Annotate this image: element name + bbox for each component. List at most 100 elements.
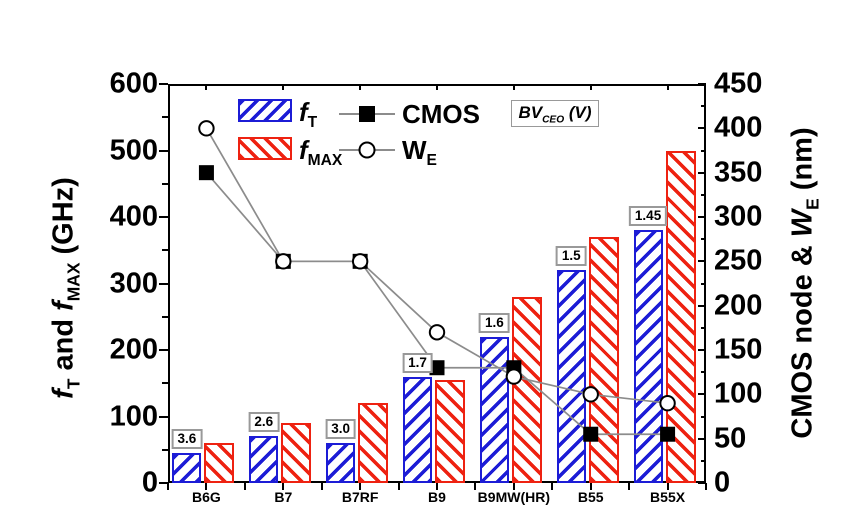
right-major-tick-350 (698, 171, 706, 174)
right-tick-label-250: 250 (714, 244, 763, 277)
bv-value-B9: 1.7 (402, 352, 433, 373)
left-tick-label-600: 600 (109, 67, 158, 100)
bar-ft-B6G (172, 453, 202, 483)
x-tick-label-B55X: B55X (650, 489, 686, 505)
right-tick-label-450: 450 (714, 67, 763, 100)
bottom-center-tick-B9MW(HR) (512, 483, 515, 490)
left-axis-title-unit: (GHz) (47, 177, 80, 263)
left-tick-label-100: 100 (109, 400, 158, 432)
bv-prefix: BV (518, 103, 543, 122)
legend-label-cmos: CMOS (402, 99, 480, 129)
right-minor-tick-325 (701, 193, 706, 196)
bottom-center-tick-B7RF (359, 483, 362, 490)
marker-we-B55 (582, 386, 599, 403)
left-axis-title-sub1: T (63, 378, 84, 390)
left-major-tick-400 (159, 216, 168, 218)
right-major-tick-100 (698, 393, 706, 396)
left-minor-tick-50 (162, 448, 168, 451)
legend-ft-sub: T (307, 114, 318, 132)
top-center-tick-B9MW(HR) (512, 84, 515, 90)
marker-we-B55X (659, 395, 676, 412)
bottom-boundary-tick-0 (167, 483, 169, 490)
left-minor-tick-550 (162, 116, 168, 119)
bv-value-B9MW(HR): 1.6 (478, 312, 510, 333)
legend-label-fmax: fMAX (299, 135, 342, 168)
bar-fmax-B7 (281, 423, 312, 483)
right-axis-title-sym: W (786, 209, 819, 238)
marker-we-B7RF (351, 253, 369, 270)
right-major-tick-0 (698, 482, 706, 484)
legend-marker-cmos (339, 106, 395, 122)
bar-ft-B55X (633, 230, 663, 483)
right-major-tick-450 (698, 83, 706, 85)
left-axis-title-f2: f (47, 301, 80, 311)
left-major-tick-0 (159, 482, 168, 484)
right-minor-tick-75 (701, 415, 706, 418)
left-minor-tick-150 (162, 382, 168, 385)
marker-we-B9 (428, 324, 446, 341)
right-tick-label-300: 300 (714, 200, 763, 233)
bar-ft-B9 (403, 376, 432, 483)
left-major-tick-100 (159, 415, 168, 418)
left-minor-tick-450 (162, 182, 168, 185)
right-major-tick-250 (698, 260, 706, 263)
top-center-tick-B9 (436, 84, 438, 90)
left-tick-label-500: 500 (109, 134, 158, 166)
marker-we-B7 (275, 253, 292, 270)
left-major-tick-500 (159, 149, 168, 152)
left-axis-title-mid: and (47, 310, 80, 379)
right-tick-label-0: 0 (714, 466, 731, 499)
right-major-tick-400 (698, 127, 706, 130)
bar-fmax-B9 (435, 379, 465, 483)
right-major-tick-150 (698, 349, 706, 351)
bar-fmax-B55 (588, 236, 619, 483)
bottom-boundary-tick-5 (551, 483, 554, 490)
bottom-center-tick-B7 (282, 483, 285, 490)
left-axis-title-sub2: MAX (63, 262, 84, 302)
legend-we-sub: E (426, 152, 437, 170)
bar-ft-B7RF (326, 443, 356, 483)
right-tick-label-150: 150 (714, 333, 763, 366)
bottom-center-tick-B6G (205, 483, 208, 490)
bv-value-B7: 2.6 (248, 412, 280, 433)
right-tick-label-200: 200 (714, 289, 763, 322)
bar-ft-B7 (249, 436, 279, 483)
right-minor-tick-375 (701, 149, 706, 152)
x-tick-label-B9: B9 (428, 489, 446, 505)
right-major-tick-200 (698, 304, 706, 307)
right-tick-label-400: 400 (714, 111, 763, 144)
right-axis-title-prefix: CMOS node & (786, 237, 819, 439)
right-minor-tick-275 (701, 238, 706, 241)
left-axis-title: fT and fMAX (GHz) (47, 177, 84, 399)
right-minor-tick-425 (701, 105, 706, 108)
bottom-center-tick-B9 (436, 483, 438, 490)
bv-ceo-box: BVCEO (V) (511, 100, 599, 127)
marker-cmos-B6G (198, 165, 214, 181)
legend-fmax-symbol: f (299, 135, 308, 165)
bv-sub: CEO (542, 114, 565, 126)
x-tick-label-B7RF: B7RF (341, 489, 379, 505)
legend-swatch-fmax (238, 137, 292, 160)
top-center-tick-B55X (666, 84, 669, 90)
bar-ft-B55 (556, 270, 586, 483)
right-axis-title-unit: (nm) (786, 127, 819, 199)
right-minor-tick-175 (701, 326, 706, 329)
x-tick-label-B9MW(HR): B9MW(HR) (477, 489, 551, 505)
right-tick-label-350: 350 (714, 156, 763, 189)
bottom-boundary-tick-4 (474, 483, 477, 490)
bv-value-B6G: 3.6 (171, 429, 203, 450)
right-axis-title: CMOS node & WE (nm) (786, 127, 823, 439)
marker-cmos-B55 (583, 426, 599, 442)
bottom-center-tick-B55X (666, 483, 669, 490)
legend-swatch-ft (238, 99, 292, 122)
x-tick-label-B55: B55 (577, 489, 604, 505)
left-major-tick-300 (159, 282, 168, 285)
left-major-tick-200 (159, 349, 168, 351)
left-tick-label-200: 200 (109, 333, 158, 366)
bv-value-B55X: 1.45 (628, 206, 668, 227)
right-axis-title-sub: E (802, 198, 823, 210)
top-center-tick-B7RF (359, 84, 362, 90)
marker-we-B6G (198, 120, 215, 137)
